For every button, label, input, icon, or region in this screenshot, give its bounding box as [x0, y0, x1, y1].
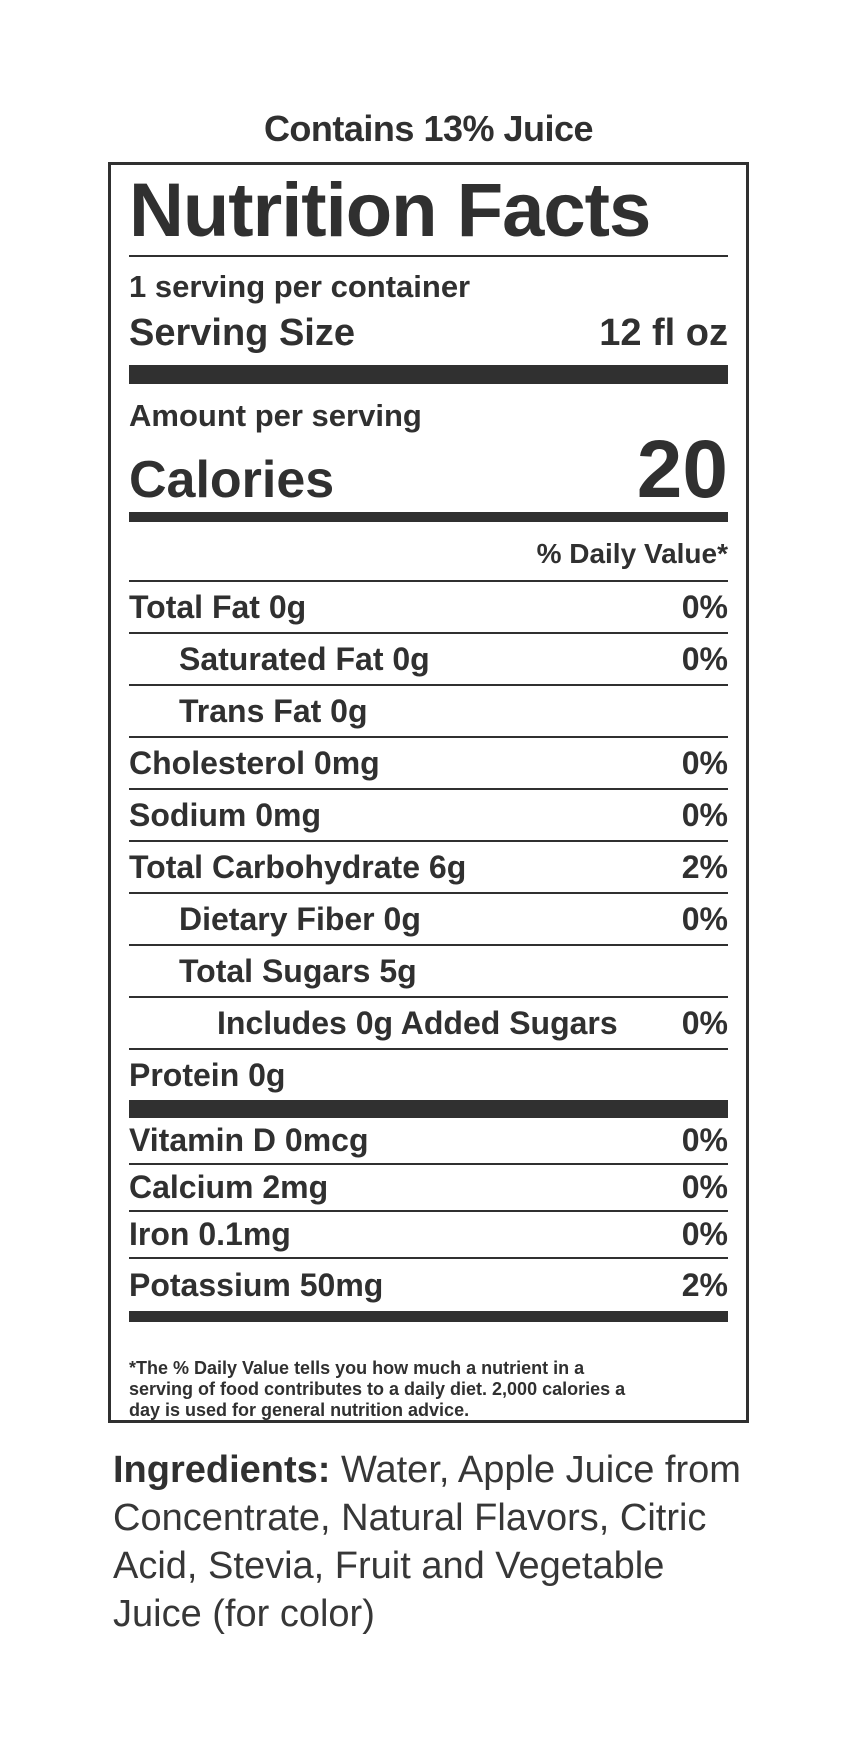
ingredients-line: Acid, Stevia, Fruit and Vegetable — [113, 1545, 665, 1587]
ingredients-line: Ingredients: Water, Apple Juice from — [113, 1446, 833, 1494]
nutrient-row-total-fat: Total Fat 0g 0% — [129, 582, 728, 634]
micronutrient-row-iron: Iron 0.1mg 0% — [129, 1212, 728, 1259]
nutrition-facts-title: Nutrition Facts — [129, 165, 728, 257]
nutrient-row-total-carbohydrate: Total Carbohydrate 6g 2% — [129, 842, 728, 894]
nutrient-label: Calcium 2mg — [129, 1169, 329, 1205]
ingredients-text: Water, Apple Juice from — [341, 1449, 741, 1491]
nutrient-label: Total Sugars 5g — [179, 952, 417, 989]
ingredients-line: Concentrate, Natural Flavors, Citric — [113, 1497, 707, 1539]
footnote-line: day is used for general nutrition advice… — [129, 1400, 470, 1420]
nutrient-label: Protein 0g — [129, 1056, 286, 1093]
nutrient-label: Trans Fat 0g — [179, 692, 368, 729]
nutrient-value: 2% — [681, 1266, 728, 1303]
nutrient-label: Dietary Fiber 0g — [179, 900, 421, 937]
nutrient-label: Potassium 50mg — [129, 1266, 384, 1303]
ingredients-label: Ingredients: — [113, 1449, 331, 1491]
calories-label: Calories — [129, 451, 335, 509]
nutrient-label: Includes 0g Added Sugars — [217, 1004, 618, 1041]
daily-value-footnote: *The % Daily Value tells you how much a … — [129, 1358, 728, 1421]
thick-divider-bar — [129, 365, 728, 384]
thick-divider-bar — [129, 1100, 728, 1118]
nutrient-value: 0% — [681, 744, 728, 781]
nutrient-value: 0% — [681, 900, 728, 937]
nutrient-label: Total Carbohydrate 6g — [129, 848, 467, 885]
nutrient-row-added-sugars: Includes 0g Added Sugars 0% — [129, 998, 728, 1050]
calories-value: 20 — [636, 424, 728, 515]
nutrient-row-protein: Protein 0g — [129, 1050, 728, 1100]
nutrient-row-sodium: Sodium 0mg 0% — [129, 790, 728, 842]
nutrient-value: 2% — [681, 848, 728, 885]
nutrient-value: 0% — [681, 1169, 728, 1205]
nutrient-row-trans-fat: Trans Fat 0g — [129, 686, 728, 738]
footnote-line: serving of food contributes to a daily d… — [129, 1379, 626, 1399]
nutrient-row-cholesterol: Cholesterol 0mg 0% — [129, 738, 728, 790]
nutrient-label: Sodium 0mg — [129, 796, 322, 833]
nutrient-value: 0% — [681, 796, 728, 833]
contains-juice-text: Contains 13% Juice — [263, 108, 594, 149]
micronutrient-row-vitamin-d: Vitamin D 0mcg 0% — [129, 1118, 728, 1165]
nutrient-label: Cholesterol 0mg — [129, 744, 380, 781]
serving-size-value: 12 fl oz — [599, 312, 728, 354]
serving-size-row: Serving Size 12 fl oz — [129, 311, 728, 355]
daily-value-header: % Daily Value* — [129, 522, 728, 582]
nutrient-label: Saturated Fat 0g — [179, 640, 430, 677]
nutrient-label: Total Fat 0g — [129, 588, 307, 625]
amount-per-serving-label: Amount per serving — [129, 398, 422, 433]
nutrient-row-saturated-fat: Saturated Fat 0g 0% — [129, 634, 728, 686]
nutrition-facts-panel: Nutrition Facts 1 serving per container … — [108, 162, 749, 1423]
calories-row: Calories 20 — [129, 424, 728, 515]
nutrient-row-total-sugars: Total Sugars 5g — [129, 946, 728, 998]
medium-divider-bar — [129, 512, 728, 522]
micronutrient-row-potassium: Potassium 50mg 2% — [129, 1259, 728, 1311]
nutrient-value: 0% — [681, 588, 728, 625]
nutrient-row-dietary-fiber: Dietary Fiber 0g 0% — [129, 894, 728, 946]
nutrient-value: 0% — [681, 640, 728, 677]
footnote-line: *The % Daily Value tells you how much a … — [129, 1358, 585, 1378]
medium-divider-bar — [129, 1311, 728, 1322]
nutrient-value: 0% — [681, 1216, 728, 1252]
nutrient-label: Vitamin D 0mcg — [129, 1122, 369, 1158]
servings-per-container: 1 serving per container — [129, 269, 471, 304]
ingredients-section: Ingredients: Water, Apple Juice from Con… — [113, 1446, 833, 1638]
ingredients-line: Juice (for color) — [113, 1593, 375, 1635]
nutrient-label: Iron 0.1mg — [129, 1216, 291, 1252]
serving-size-label: Serving Size — [129, 312, 355, 354]
nutrient-value: 0% — [681, 1122, 728, 1158]
nutrient-value: 0% — [681, 1004, 728, 1041]
micronutrient-row-calcium: Calcium 2mg 0% — [129, 1165, 728, 1212]
